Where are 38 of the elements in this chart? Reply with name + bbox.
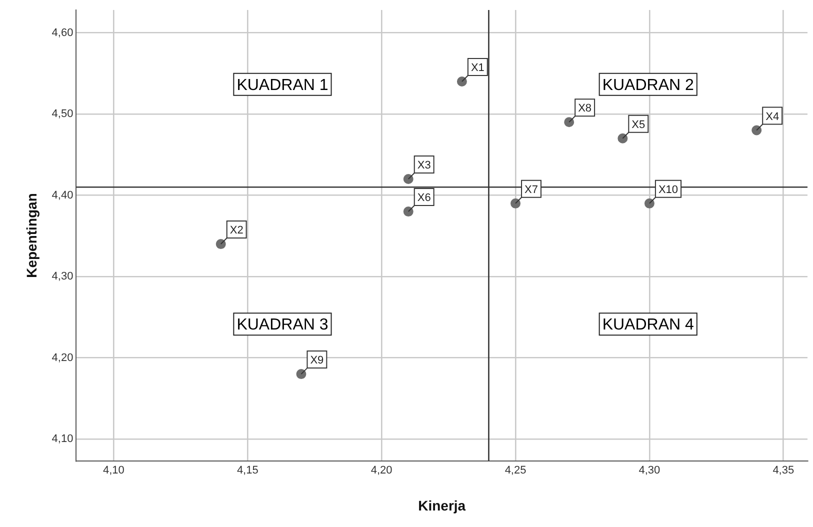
data-label: X8 bbox=[578, 102, 592, 115]
data-label: X9 bbox=[310, 354, 324, 367]
y-tick-label: 4,10 bbox=[52, 433, 74, 446]
y-axis-title: Kepentingan bbox=[23, 193, 40, 278]
x-tick-label: 4,15 bbox=[236, 464, 258, 477]
y-tick-label: 4,20 bbox=[52, 352, 74, 364]
y-tick-label: 4,60 bbox=[52, 26, 74, 39]
point bbox=[564, 117, 574, 128]
y-tick-label: 4,30 bbox=[52, 270, 74, 283]
y-tick-label: 4,50 bbox=[52, 108, 74, 120]
data-label: X5 bbox=[632, 118, 646, 131]
point bbox=[403, 174, 414, 184]
x-tick-label: 4,25 bbox=[504, 464, 526, 477]
annotation: KUADRAN 3 bbox=[236, 316, 328, 334]
x-tick-label: 4,30 bbox=[638, 464, 660, 477]
y-tick-label: 4,40 bbox=[52, 189, 74, 202]
point bbox=[403, 206, 414, 217]
data-label: X2 bbox=[230, 224, 244, 237]
point bbox=[216, 239, 226, 250]
point bbox=[752, 125, 762, 136]
point bbox=[510, 198, 521, 208]
data-label: X4 bbox=[766, 110, 780, 123]
data-label: X1 bbox=[470, 62, 484, 74]
point bbox=[618, 133, 628, 144]
data-label: X3 bbox=[417, 160, 431, 172]
point bbox=[296, 369, 306, 380]
x-axis-title: Kinerja bbox=[418, 497, 466, 514]
x-tick-label: 4,35 bbox=[772, 464, 794, 477]
annotation: KUADRAN 1 bbox=[236, 76, 328, 94]
data-label: X7 bbox=[524, 184, 538, 196]
annotation: KUADRAN 2 bbox=[602, 76, 694, 94]
data-label: X6 bbox=[417, 192, 431, 204]
x-tick-label: 4,20 bbox=[370, 464, 392, 477]
data-label: X10 bbox=[658, 184, 678, 196]
point bbox=[456, 76, 467, 87]
x-tick-label: 4,10 bbox=[103, 464, 124, 477]
point bbox=[644, 198, 654, 208]
annotation: KUADRAN 4 bbox=[602, 316, 694, 334]
